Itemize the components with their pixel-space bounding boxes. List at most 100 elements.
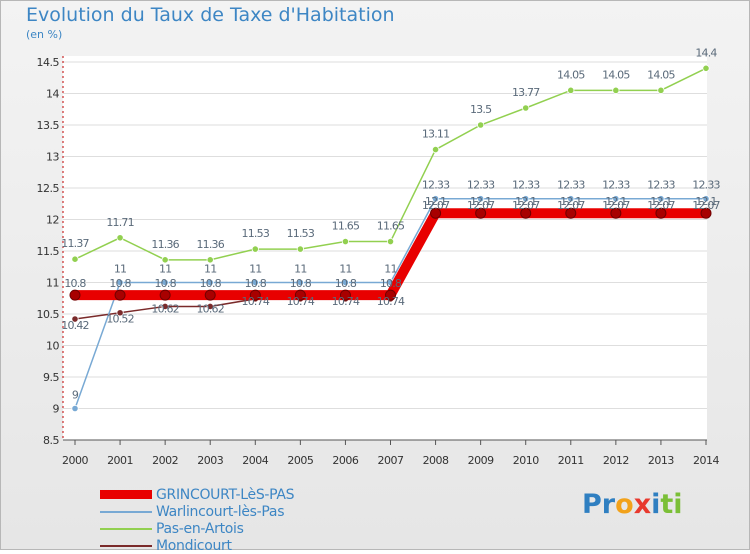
chart-subtitle: (en %) xyxy=(26,28,63,41)
data-label: 9 xyxy=(72,389,79,402)
data-point xyxy=(700,207,712,219)
x-tick-label: 2004 xyxy=(242,454,268,467)
data-label: 11 xyxy=(294,263,306,276)
data-point xyxy=(477,195,485,203)
data-label: 11.36 xyxy=(196,238,224,251)
data-point xyxy=(567,86,575,94)
y-tick-label: 8.5 xyxy=(43,434,59,447)
data-label: 11 xyxy=(339,263,351,276)
logo-letter: P xyxy=(582,489,602,520)
data-point xyxy=(702,195,710,203)
data-point xyxy=(610,207,622,219)
data-point xyxy=(567,195,575,203)
x-tick-label: 2013 xyxy=(648,454,674,467)
data-point xyxy=(612,195,620,203)
data-point xyxy=(116,234,124,242)
x-tick-label: 2011 xyxy=(558,454,584,467)
data-label: 11.36 xyxy=(151,238,179,251)
data-label: 12.07 xyxy=(467,199,495,212)
data-point xyxy=(159,289,171,301)
x-tick-label: 2000 xyxy=(62,454,88,467)
data-label: 12.1 xyxy=(605,195,626,208)
data-point xyxy=(431,195,440,203)
data-point xyxy=(296,245,304,253)
data-point xyxy=(206,278,214,287)
legend-item-pas-en-artois: Pas-en-Artois xyxy=(100,520,294,537)
data-point xyxy=(657,195,665,203)
data-point xyxy=(71,315,79,323)
x-tick-label: 2010 xyxy=(513,454,539,467)
data-label: 14.05 xyxy=(602,68,630,81)
legend-item-mondicourt: Mondicourt xyxy=(100,537,294,554)
data-point xyxy=(431,145,440,154)
data-point xyxy=(341,278,350,287)
legend-swatch-warlincourt xyxy=(100,510,152,513)
y-tick-label: 9.5 xyxy=(43,371,59,384)
data-label: 11.37 xyxy=(61,237,89,250)
data-label: 12.07 xyxy=(557,199,585,212)
data-label: 10.8 xyxy=(154,277,176,290)
data-label: 12.1 xyxy=(650,195,671,208)
data-label: 10.42 xyxy=(61,319,89,332)
data-label: 10.62 xyxy=(151,302,179,315)
data-point xyxy=(251,245,259,253)
data-label: 10.74 xyxy=(242,295,270,308)
logo-letter: i xyxy=(673,489,683,520)
y-tick-label: 12 xyxy=(46,214,59,227)
proxiti-logo: Proxiti xyxy=(582,489,683,520)
y-tick-label: 10.5 xyxy=(37,308,60,321)
data-point xyxy=(116,309,124,317)
data-label: 10.8 xyxy=(290,277,312,290)
data-label: 12.33 xyxy=(467,179,495,192)
y-tick-label: 14 xyxy=(46,88,59,101)
data-point xyxy=(296,278,304,287)
y-tick-label: 14.5 xyxy=(37,56,60,69)
data-label: 12.1 xyxy=(560,195,581,208)
data-label: 14.4 xyxy=(695,46,717,59)
data-label: 13.5 xyxy=(470,103,492,116)
data-point xyxy=(565,207,577,219)
x-tick-label: 2002 xyxy=(152,454,178,467)
data-label: 10.8 xyxy=(335,277,357,290)
logo-letter: x xyxy=(633,489,652,520)
data-label: 10.8 xyxy=(109,277,131,290)
y-tick-label: 11 xyxy=(46,277,59,290)
data-point xyxy=(430,207,442,219)
data-point xyxy=(657,86,665,94)
data-label: 12.07 xyxy=(512,199,540,212)
logo-letter: o xyxy=(615,489,634,520)
data-point xyxy=(520,207,532,219)
data-label: 11 xyxy=(384,263,396,276)
x-tick-label: 2003 xyxy=(197,454,223,467)
legend-label-warlincourt: Warlincourt-lès-Pas xyxy=(156,503,285,520)
data-label: 11.53 xyxy=(287,227,315,240)
y-tick-label: 11.5 xyxy=(37,245,60,258)
data-label: 12.33 xyxy=(647,179,675,192)
y-tick-label: 12.5 xyxy=(37,182,60,195)
data-label: 14.05 xyxy=(557,68,585,81)
legend-item-warlincourt: Warlincourt-lès-Pas xyxy=(100,503,294,520)
data-point xyxy=(385,289,396,301)
data-point xyxy=(341,237,350,246)
data-label: 12.33 xyxy=(422,179,450,192)
x-tick-label: 2012 xyxy=(603,454,629,467)
data-label: 12.1 xyxy=(425,195,446,208)
data-label: 10.74 xyxy=(332,295,360,308)
x-tick-label: 2009 xyxy=(468,454,494,467)
data-point xyxy=(655,207,667,219)
data-point xyxy=(116,278,124,287)
legend-label-mondicourt: Mondicourt xyxy=(156,537,232,554)
data-label: 11 xyxy=(204,263,216,276)
data-point xyxy=(475,207,487,219)
data-point xyxy=(249,289,261,301)
data-label: 10.8 xyxy=(245,277,267,290)
x-tick-label: 2006 xyxy=(332,454,358,467)
data-label: 12.07 xyxy=(647,199,675,212)
data-point xyxy=(522,104,530,112)
data-label: 10.74 xyxy=(287,295,315,308)
data-label: 12.33 xyxy=(602,179,630,192)
legend: GRINCOURT-LèS-PAS Warlincourt-lès-Pas Pa… xyxy=(100,486,295,554)
data-point xyxy=(206,302,214,311)
x-tick-label: 2007 xyxy=(378,454,404,467)
data-point xyxy=(477,121,485,129)
